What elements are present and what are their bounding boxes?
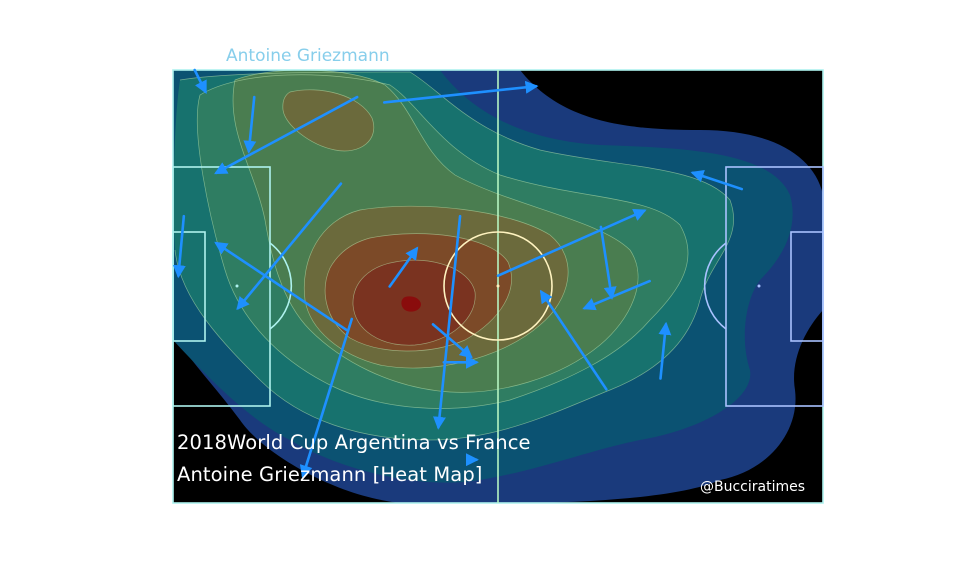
caption-match: 2018World Cup Argentina vs France	[177, 431, 531, 454]
pass-arrows	[172, 68, 744, 479]
pass-arrow-5	[236, 182, 343, 311]
pass-arrow-14	[496, 209, 647, 277]
left-six-yard-box	[172, 231, 206, 342]
right-penalty-spot	[757, 284, 761, 288]
pass-arrow-11	[431, 323, 473, 359]
heat-level-9	[401, 296, 421, 312]
pitch-markings	[172, 69, 824, 504]
left-penalty-arc	[269, 242, 293, 330]
pass-arrow-18	[658, 321, 672, 380]
pass-arrow-19	[690, 169, 744, 191]
pass-arrow-15	[599, 225, 617, 300]
pass-arrow-3	[214, 95, 359, 175]
heat-level-6	[282, 89, 374, 151]
pass-arrow-8	[388, 246, 419, 288]
player-label: Antoine Griezmann	[226, 46, 390, 66]
pass-arrow-9	[299, 317, 354, 479]
pass-arrow-7	[214, 241, 348, 332]
center-circle	[443, 231, 553, 341]
pass-arrow-2	[243, 95, 257, 154]
right-penalty-arc	[703, 242, 727, 330]
left-penalty-spot	[235, 284, 239, 288]
pass-arrow-4	[382, 80, 539, 104]
center-spot	[496, 284, 500, 288]
pass-arrow-16	[582, 279, 651, 311]
caption-title: Antoine Griezmann [Heat Map]	[177, 463, 483, 486]
pass-arrow-10	[433, 214, 462, 430]
pass-arrow-6	[172, 214, 186, 279]
credit-handle: @Bucciratimes	[700, 479, 806, 495]
pass-arrow-1	[193, 68, 207, 94]
pass-arrow-17	[539, 289, 608, 391]
right-six-yard-box	[790, 231, 824, 342]
